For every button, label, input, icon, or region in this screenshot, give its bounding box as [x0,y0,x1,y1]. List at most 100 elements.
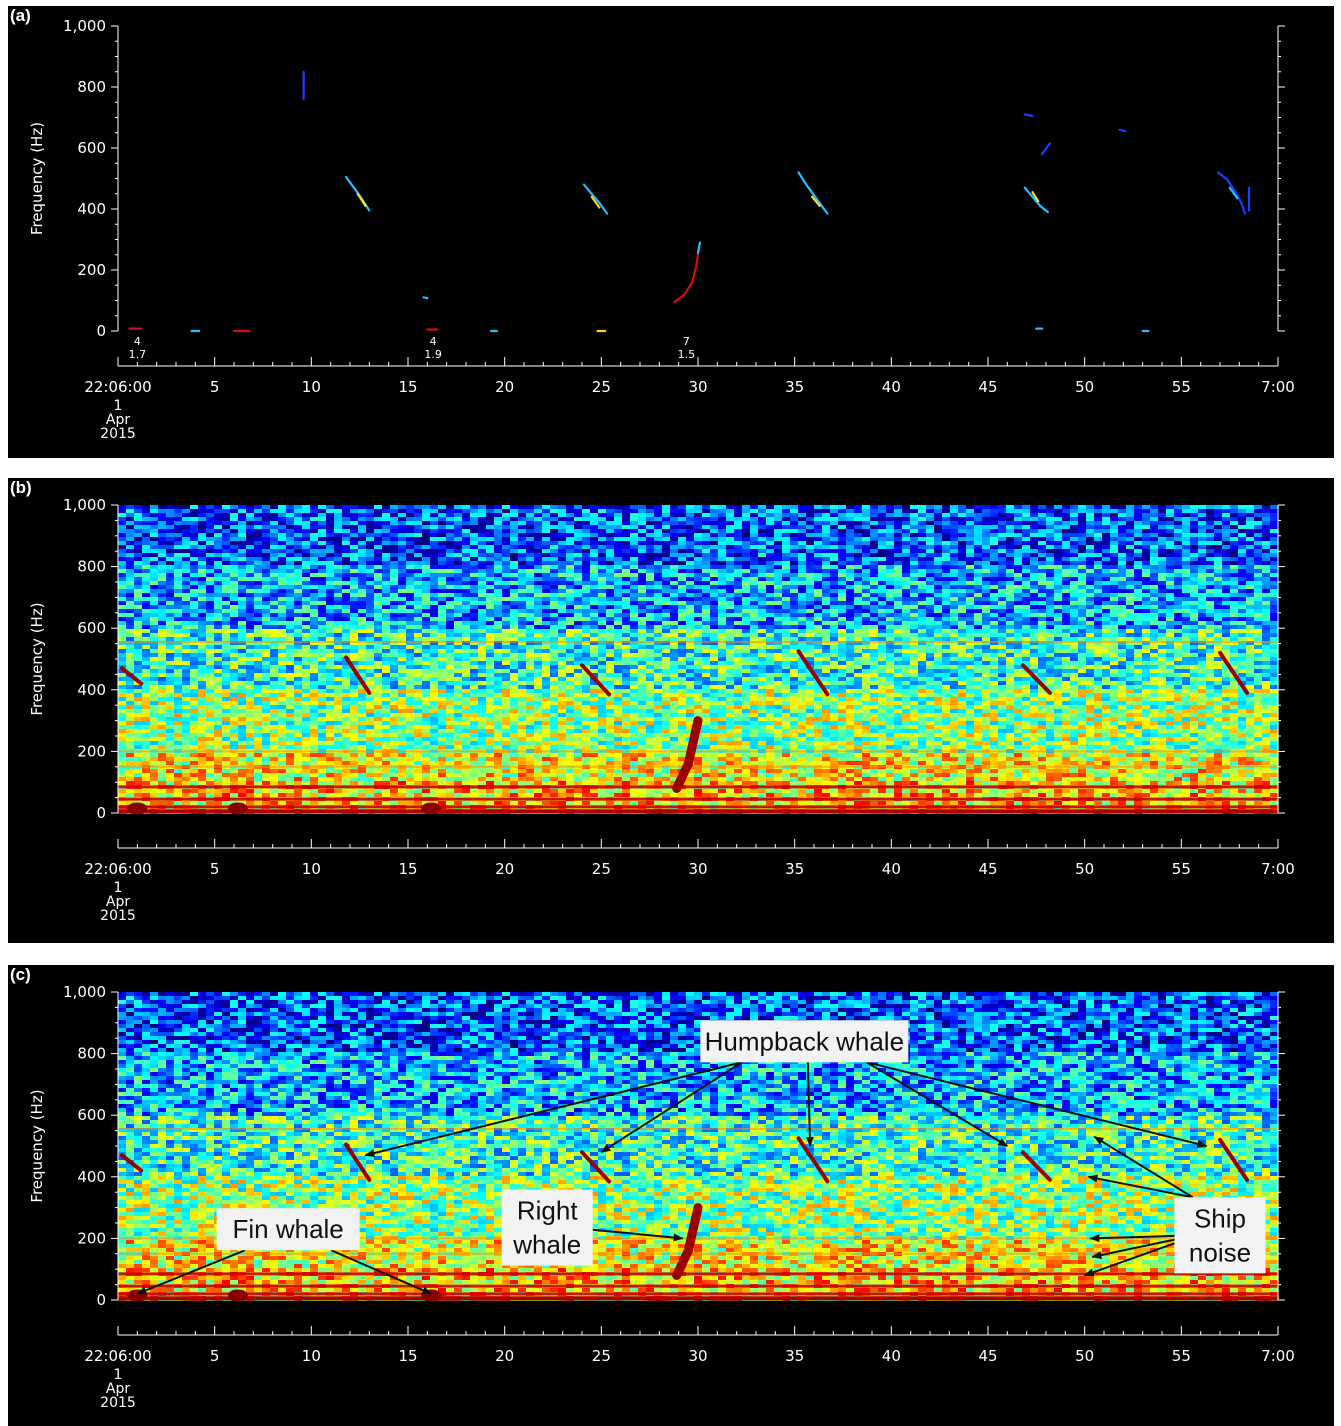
spectrogram-cell [494,605,503,610]
spectrogram-cell [206,545,215,550]
spectrogram-cell [222,601,231,606]
spectrogram-cell [942,577,951,582]
spectrogram-cell [1126,529,1135,534]
spectrogram-cell [166,509,175,514]
spectrogram-cell [1134,533,1143,538]
spectrogram-cell [214,557,223,562]
spectrogram-cell [734,545,743,550]
spectrogram-cell [710,581,719,586]
spectrogram-cell [150,617,159,622]
spectrogram-cell [534,605,543,610]
spectrogram-cell [126,505,135,510]
spectrogram-cell [742,585,751,590]
spectrogram-cell [966,545,975,550]
spectrogram-cell [222,573,231,578]
spectrogram-cell [734,521,743,526]
spectrogram-cell [582,597,591,602]
spectrogram-cell [270,569,279,574]
spectrogram-cell [926,561,935,566]
spectrogram-cell [430,585,439,590]
spectrogram-cell [854,573,863,578]
spectrogram-cell [254,601,263,606]
spectrogram-cell [542,621,551,626]
spectrogram-cell [950,625,959,630]
spectrogram-cell [790,597,799,602]
spectrogram-cell [598,505,607,510]
spectrogram-cell [246,573,255,578]
spectrogram-cell [126,601,135,606]
pitch-track-4 [590,195,601,209]
spectrogram-cell [1230,621,1239,626]
spectrogram-cell [238,517,247,522]
spectrogram-cell [158,541,167,546]
spectrogram-cell [414,613,423,618]
spectrogram-cell [382,609,391,614]
spectrogram-cell [334,529,343,534]
spectrogram-cell [486,621,495,626]
spectrogram-cell [1270,593,1279,598]
spectrogram-cell [630,529,639,534]
spectrogram-cell [1174,629,1183,634]
spectrogram-cell [822,585,831,590]
spectrogram-cell [806,581,815,586]
spectrogram-cell [806,569,815,574]
spectrogram-cell [246,617,255,622]
spectrogram-cell [326,517,335,522]
spectrogram-cell [158,525,167,530]
spectrogram-cell [694,617,703,622]
spectrogram-cell [518,505,527,510]
spectrogram-cell [582,577,591,582]
spectrogram-cell [182,609,191,614]
spectrogram-cell [438,633,447,638]
spectrogram-cell [254,629,263,634]
spectrogram-cell [886,621,895,626]
spectrogram-cell [638,553,647,558]
spectrogram-cell [846,593,855,598]
spectrogram-cell [206,625,215,630]
spectrogram-cell [734,505,743,510]
spectrogram-cell [462,601,471,606]
spectrogram-cell [342,597,351,602]
spectrogram-cell [942,517,951,522]
spectrogram-cell [1198,553,1207,558]
spectrogram-cell [1070,593,1079,598]
spectrogram-cell [406,625,415,630]
spectrogram-cell [1214,553,1223,558]
spectrogram-cell [190,529,199,534]
spectrogram-cell [574,573,583,578]
spectrogram-cell [558,513,567,518]
spectrogram-cell [518,601,527,606]
spectrogram-cell [182,525,191,530]
spectrogram-cell [878,505,887,510]
spectrogram-cell [1182,557,1191,562]
spectrogram-cell [1206,621,1215,626]
spectrogram-cell [502,597,511,602]
spectrogram-cell [894,597,903,602]
spectrogram-cell [750,533,759,538]
spectrogram-cell [358,553,367,558]
spectrogram-cell [974,581,983,586]
spectrogram-cell [310,609,319,614]
spectrogram-cell [118,541,127,546]
spectrogram-cell [878,521,887,526]
spectrogram-cell [654,613,663,618]
spectrogram-cell [1222,509,1231,514]
spectrogram-cell [926,581,935,586]
spectrogram-cell [470,537,479,542]
spectrogram-cell [1086,557,1095,562]
spectrogram-cell [1046,617,1055,622]
spectrogram-cell [1262,629,1271,634]
spectrogram-cell [1046,529,1055,534]
spectrogram-cell [1126,525,1135,530]
spectrogram-cell [702,509,711,514]
spectrogram-cell [1190,545,1199,550]
spectrogram-cell [534,577,543,582]
spectrogram-cell [518,573,527,578]
spectrogram-cell [510,505,519,510]
spectrogram-cell [830,633,839,638]
spectrogram-cell [1190,509,1199,514]
spectrogram-cell [550,617,559,622]
spectrogram-cell [742,517,751,522]
spectrogram-cell [1182,569,1191,574]
spectrogram-cell [950,617,959,622]
